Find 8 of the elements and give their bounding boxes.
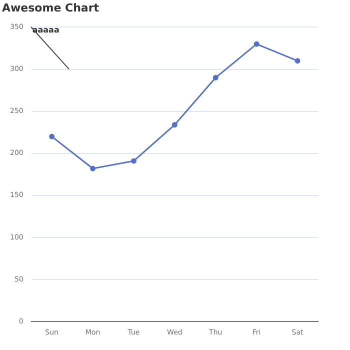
point — [254, 41, 260, 47]
chart-title: Awesome Chart — [2, 1, 100, 14]
point — [90, 166, 96, 172]
point — [212, 74, 218, 80]
point — [130, 158, 136, 164]
point — [294, 58, 300, 64]
point — [172, 122, 178, 128]
point — [49, 134, 55, 140]
